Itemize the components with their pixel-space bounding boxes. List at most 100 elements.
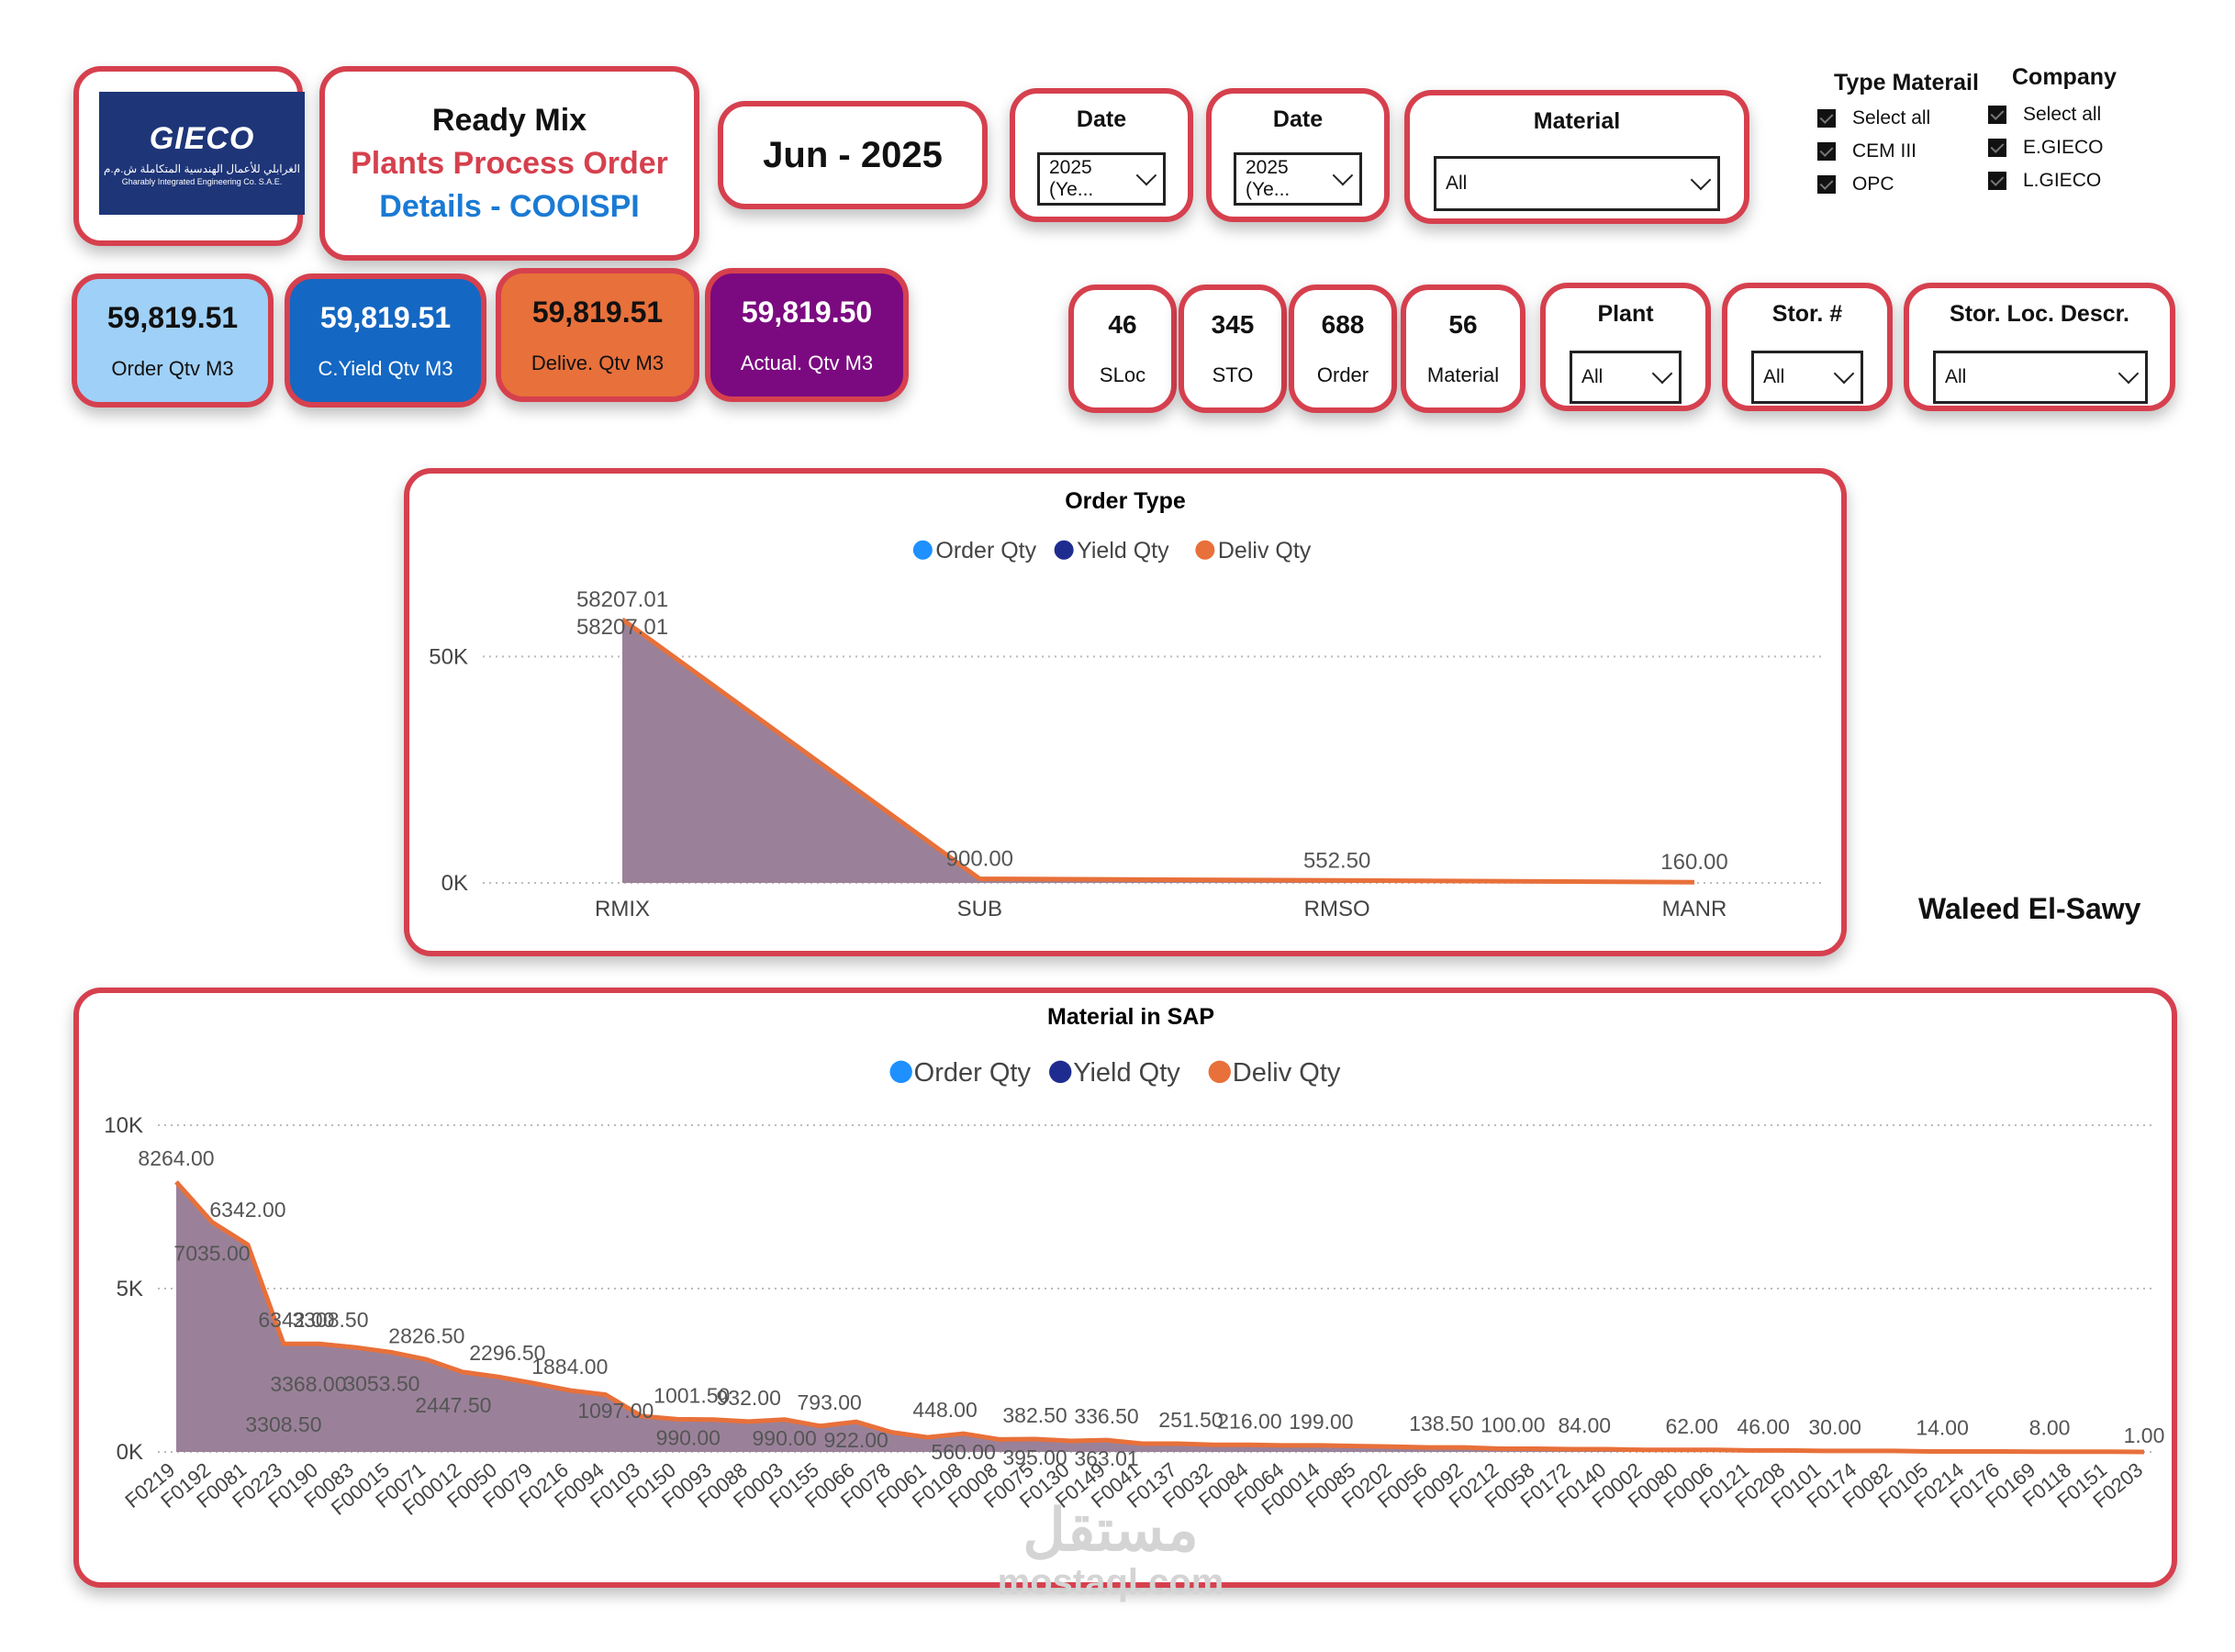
date-dropdown-2-value: 2025 (Ye... — [1246, 157, 1291, 200]
data-label: 990.00 — [656, 1425, 721, 1449]
data-label: 382.50 — [1002, 1403, 1067, 1427]
kpi-yield-qty-value: 59,819.51 — [319, 300, 452, 334]
chart-title: Material in SAP — [1047, 1004, 1214, 1030]
data-label: 900.00 — [946, 847, 1013, 872]
stat-sloc-value: 46 — [1108, 310, 1137, 339]
material-slicer: Material All — [1404, 90, 1749, 224]
chevron-down-icon — [1690, 169, 1712, 191]
author-name: Waleed El-Sawy — [1918, 892, 2141, 925]
legend-marker-icon — [1208, 1060, 1231, 1084]
y-tick-label: 10K — [104, 1113, 143, 1138]
checkbox-checked-icon — [1817, 175, 1836, 194]
type-material-option[interactable]: CEM III — [1817, 135, 1983, 168]
data-label: 560.00 — [931, 1440, 995, 1464]
company-title: Company — [2012, 64, 2117, 90]
plant-dropdown[interactable]: All — [1570, 351, 1682, 404]
data-label: 138.50 — [1409, 1412, 1473, 1435]
date-dropdown-1[interactable]: 2025 (Ye... — [1037, 152, 1166, 206]
type-material-option-label: CEM III — [1852, 140, 1917, 162]
stat-order-label: Order — [1316, 363, 1369, 386]
date-slicer-1: Date 2025 (Ye... — [1010, 88, 1193, 222]
material-sap-chart: Material in SAP Order Qty Yield Qty Deliv Q… — [104, 1004, 2164, 1520]
material-dropdown[interactable]: All — [1434, 156, 1720, 211]
data-label: 1001.50 — [654, 1383, 730, 1407]
data-label: 2447.50 — [415, 1393, 491, 1417]
data-label: 552.50 — [1303, 848, 1370, 873]
data-label: 160.00 — [1660, 850, 1727, 875]
type-material-title: Type Materail — [1834, 70, 1979, 95]
data-label: 1097.00 — [577, 1399, 654, 1423]
x-tick-label: RMSO — [1304, 897, 1370, 921]
kpi-deliv-qty: 59,819.51 Delive. Qtv M3 — [496, 268, 699, 402]
type-material-option-label: Select all — [1852, 107, 1931, 128]
plant-dropdown-value: All — [1581, 366, 1604, 387]
data-label: 2826.50 — [388, 1323, 464, 1347]
data-label: 58207.01 — [576, 587, 668, 612]
legend-label: Deliv Qty — [1218, 538, 1312, 564]
data-label: 3308.50 — [292, 1308, 368, 1332]
data-label: 6342.00 — [258, 1308, 334, 1332]
checkbox-checked-icon — [1817, 142, 1836, 161]
material-sap-chart-card: Material in SAP Order Qty Yield Qty Deliv Q… — [73, 988, 2177, 1588]
legend-label: Order Qty — [935, 538, 1036, 564]
stor-slicer: Stor. # All — [1722, 283, 1893, 411]
company-slicer: Company Select all E.GIECO L.GIECO — [1988, 64, 2153, 197]
company-logo: GIECO الغرابلي للأعمال الهندسية المتكامل… — [99, 92, 305, 215]
legend-marker-icon — [1049, 1060, 1072, 1084]
company-option-label: Select all — [2023, 104, 2102, 125]
kpi-order-qty-label: Order Qtv M3 — [111, 356, 234, 380]
type-material-slicer: Type Materail Select all CEM III OPC — [1817, 70, 1983, 201]
company-option[interactable]: Select all — [1988, 98, 2153, 131]
logo-wordmark: GIECO — [149, 120, 255, 156]
chevron-down-icon — [1651, 363, 1673, 385]
data-label: 363.01 — [1074, 1446, 1138, 1470]
area-fill — [176, 1181, 2144, 1452]
deliv-qty-line — [620, 617, 1695, 885]
watermark: مستقل mostaql.com — [955, 1498, 1267, 1602]
material-dropdown-value: All — [1446, 173, 1468, 194]
kpi-actual-qty-value: 59,819.50 — [741, 295, 873, 329]
checkbox-checked-icon — [1988, 172, 2006, 190]
data-label: 793.00 — [797, 1390, 861, 1414]
company-option[interactable]: E.GIECO — [1988, 131, 2153, 164]
material-slicer-title: Material — [1533, 108, 1621, 134]
data-label: 932.00 — [717, 1386, 781, 1410]
data-label: 922.00 — [823, 1428, 888, 1452]
company-option-label: E.GIECO — [2023, 137, 2104, 158]
stat-order: 688 Order — [1289, 285, 1397, 413]
checkbox-checked-icon — [1988, 106, 2006, 124]
company-option[interactable]: L.GIECO — [1988, 164, 2153, 197]
data-label: 990.00 — [753, 1426, 817, 1450]
chart-title: Order Type — [1065, 488, 1186, 514]
data-label: 448.00 — [912, 1398, 977, 1422]
legend-label: Order Qty — [914, 1058, 1032, 1088]
data-label: 46.00 — [1737, 1414, 1790, 1438]
type-material-option[interactable]: Select all — [1817, 102, 1983, 135]
data-label: 199.00 — [1289, 1410, 1353, 1434]
x-tick-label: SUB — [957, 897, 1002, 921]
legend-marker-icon — [912, 540, 933, 560]
data-label: 30.00 — [1808, 1415, 1861, 1439]
stor-desc-dropdown[interactable]: All — [1933, 351, 2148, 404]
kpi-deliv-qty-value: 59,819.51 — [531, 295, 664, 329]
date-dropdown-1-value: 2025 (Ye... — [1049, 157, 1094, 200]
company-option-label: L.GIECO — [2023, 170, 2102, 191]
type-material-option-label: OPC — [1852, 173, 1894, 195]
title-line-2: Plants Process Order — [351, 145, 668, 181]
data-label: 8264.00 — [138, 1146, 214, 1170]
logo-card: GIECO الغرابلي للأعمال الهندسية المتكامل… — [73, 66, 305, 246]
plant-slicer: Plant All — [1540, 283, 1711, 411]
logo-arabic-text: الغرابلي للأعمال الهندسية المتكاملة ش.م.… — [103, 162, 301, 175]
data-label: 8.00 — [2029, 1416, 2071, 1440]
y-tick-label: 50K — [429, 644, 468, 669]
legend-label: Yield Qty — [1077, 538, 1169, 564]
kpi-order-qty-value: 59,819.51 — [106, 300, 239, 334]
data-label: 14.00 — [1916, 1416, 1969, 1440]
y-tick-label: 0K — [117, 1440, 143, 1465]
type-material-option[interactable]: OPC — [1817, 168, 1983, 201]
date-dropdown-2[interactable]: 2025 (Ye... — [1234, 152, 1362, 206]
data-label: 100.00 — [1481, 1412, 1545, 1436]
plant-slicer-title: Plant — [1597, 301, 1654, 327]
data-label: 3308.50 — [245, 1412, 321, 1436]
stor-dropdown[interactable]: All — [1751, 351, 1863, 404]
